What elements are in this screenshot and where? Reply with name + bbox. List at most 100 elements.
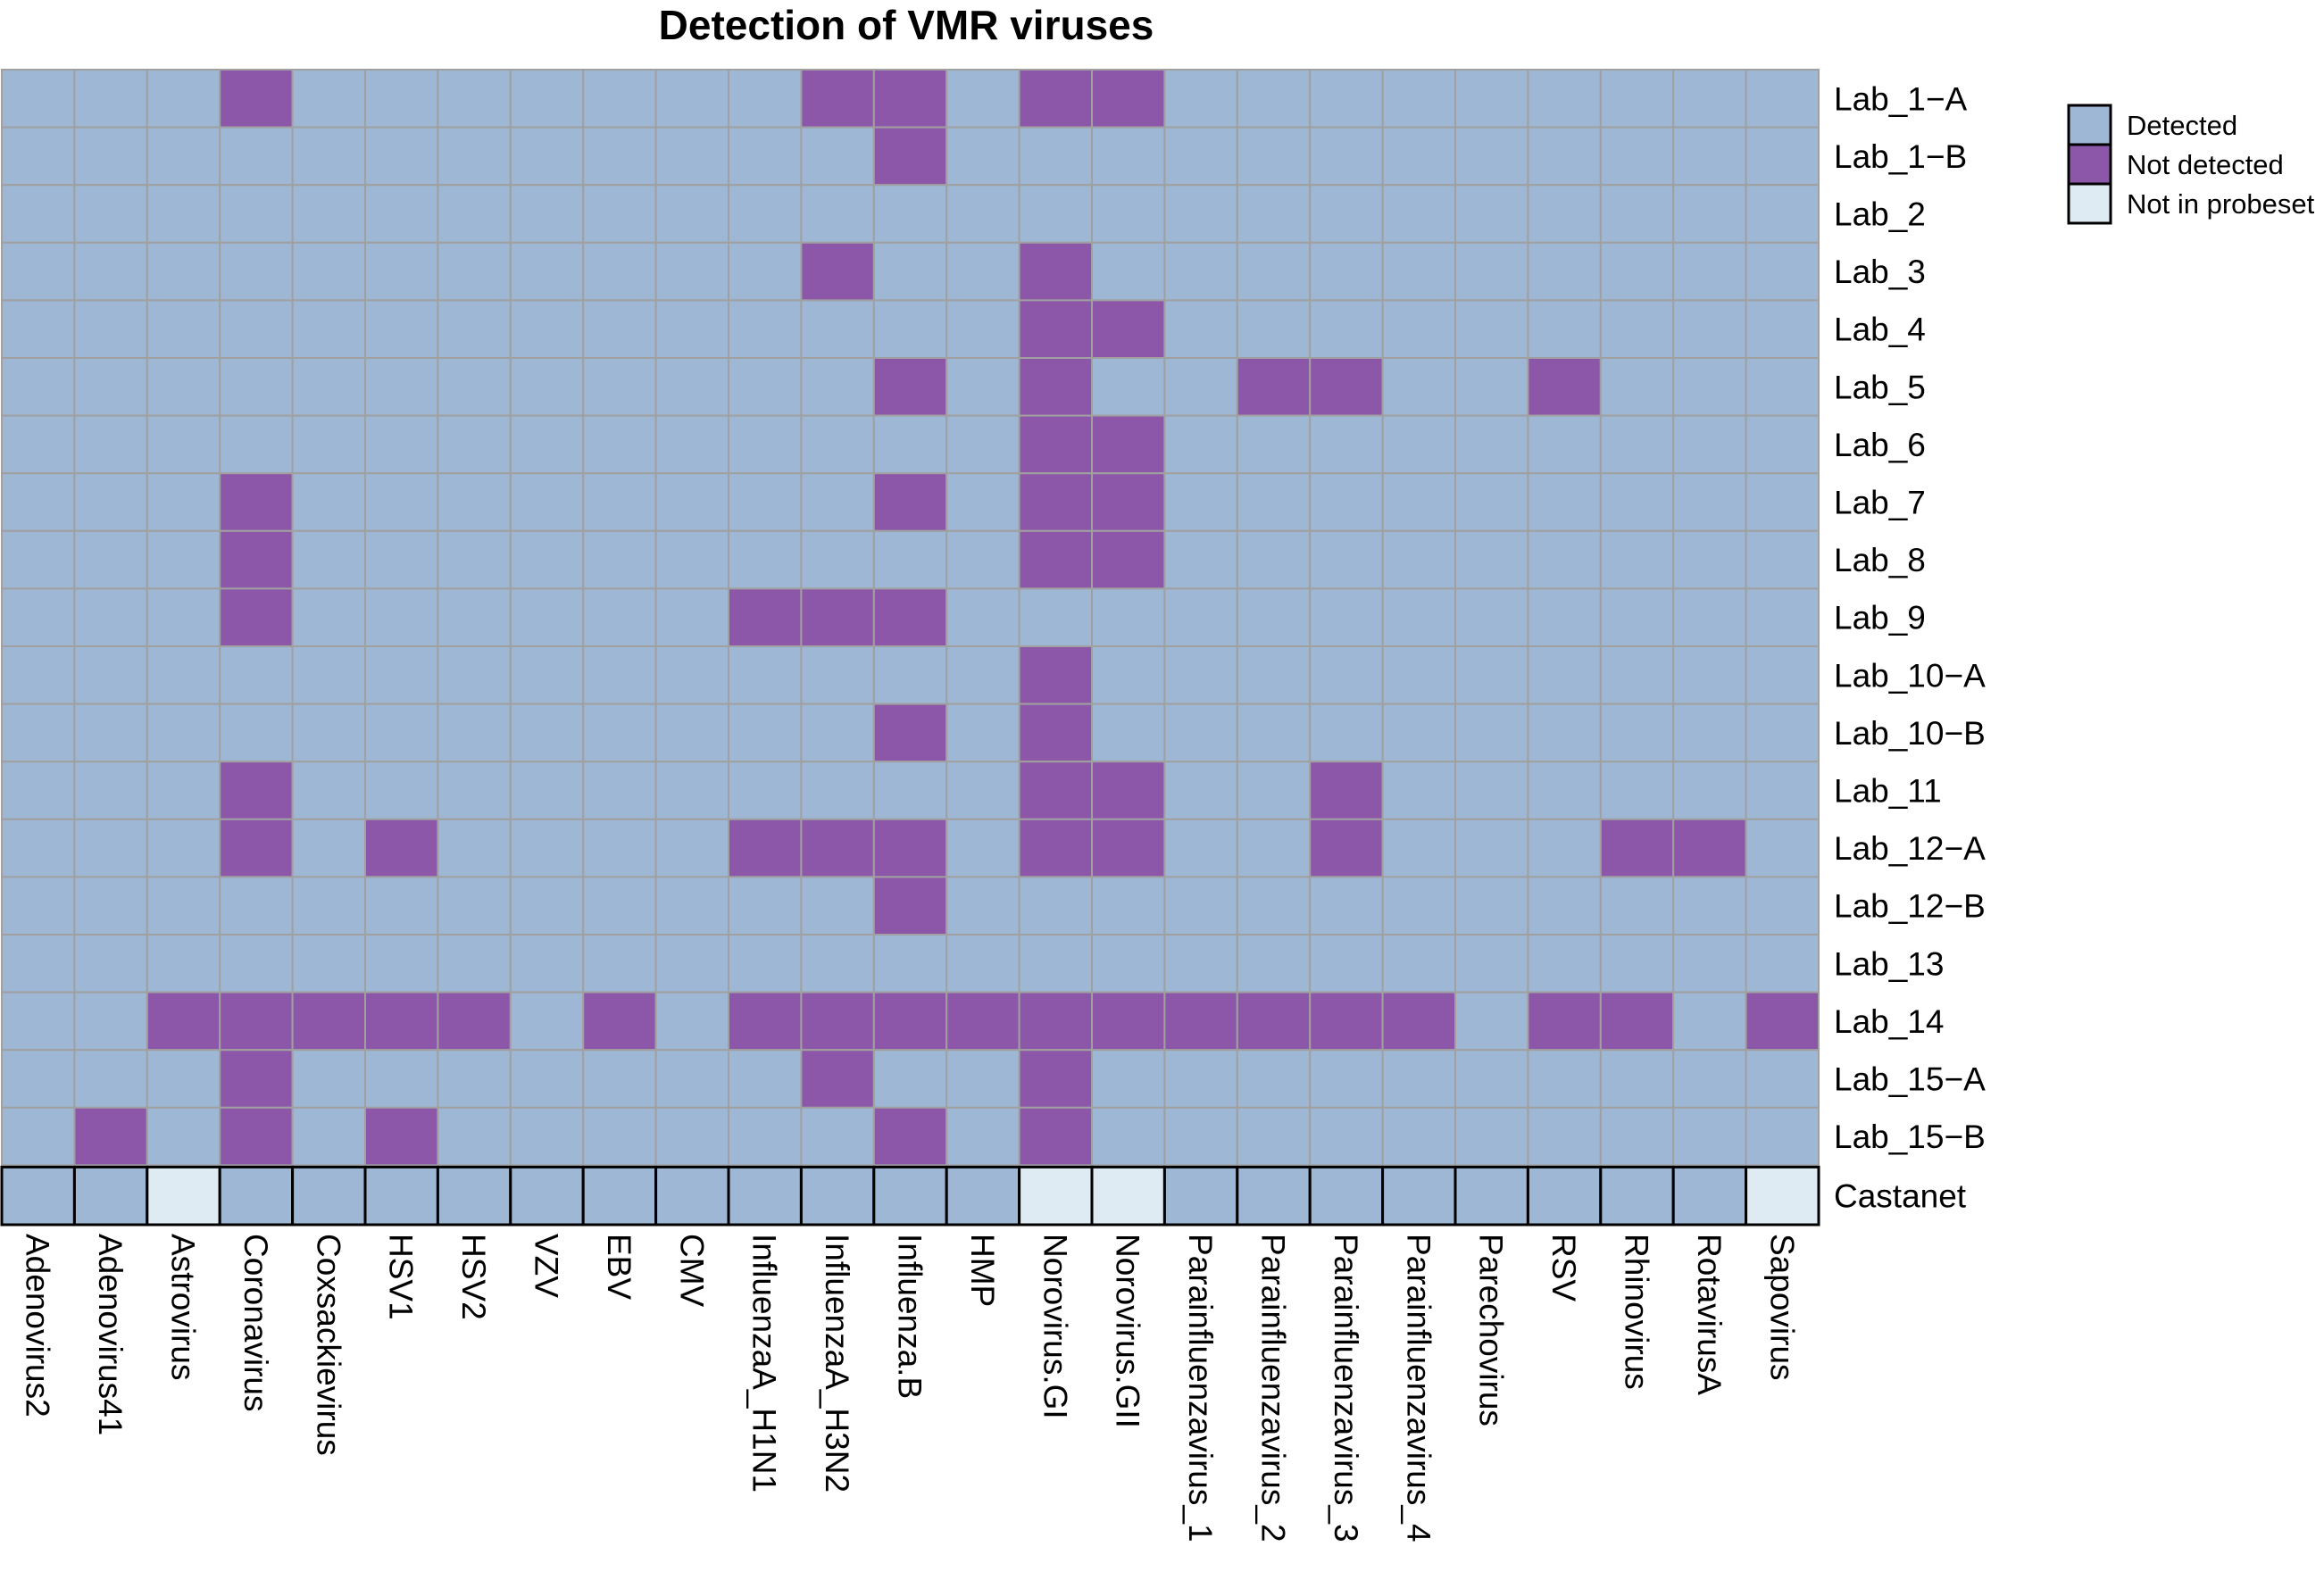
- cell-lab-14-sapovirus: [1745, 991, 1820, 1052]
- cell-lab-12-a-coronavirus: [219, 818, 294, 878]
- cell-lab-10-a-parechovirus: [1454, 645, 1529, 705]
- cell-lab-15-b-rotavirusa: [1672, 1106, 1747, 1167]
- cell-lab-15-b-rhinovirus: [1599, 1106, 1675, 1167]
- cell-lab-11-hmp: [945, 761, 1020, 820]
- cell-lab-13-astrovirus: [146, 934, 221, 994]
- cell-lab-2-astrovirus: [146, 184, 221, 244]
- cell-castanet-adenovirus2: [0, 1165, 76, 1227]
- cell-lab-1-a-sapovirus: [1745, 69, 1820, 129]
- cell-lab-1-b-adenovirus2: [1, 126, 76, 187]
- cell-lab-6-cmv: [654, 414, 729, 475]
- cell-lab-5-influenzaa-h1n1: [728, 357, 803, 417]
- cell-lab-6-vzv: [509, 414, 585, 475]
- cell-lab-10-b-influenza-b: [872, 703, 948, 763]
- cell-lab-9-parechovirus: [1454, 587, 1529, 648]
- cell-lab-3-vzv: [509, 241, 585, 302]
- cell-castanet-parainfluenzavirus-1: [1162, 1165, 1239, 1227]
- cell-lab-5-parainfluenzavirus-3: [1309, 357, 1384, 417]
- column-label-influenza-b: Influenza.B: [892, 1234, 929, 1399]
- cell-lab-6-parainfluenzavirus-4: [1381, 414, 1456, 475]
- cell-lab-5-parainfluenzavirus-1: [1163, 357, 1238, 417]
- column-label-parainfluenzavirus-1: Parainfluenzavirus_1: [1182, 1234, 1219, 1543]
- cell-lab-2-vzv: [509, 184, 585, 244]
- cell-lab-1-a-influenzaa-h1n1: [728, 69, 803, 129]
- cell-lab-12-b-rsv: [1527, 876, 1602, 936]
- cell-lab-1-b-parainfluenzavirus-4: [1381, 126, 1456, 187]
- cell-lab-8-vzv: [509, 529, 585, 590]
- column-label-rotavirusa: RotavirusA: [1691, 1234, 1728, 1395]
- cell-lab-4-sapovirus: [1745, 299, 1820, 359]
- cell-lab-2-parainfluenzavirus-1: [1163, 184, 1238, 244]
- cell-lab-4-rhinovirus: [1599, 299, 1675, 359]
- cell-lab-9-rotavirusa: [1672, 587, 1747, 648]
- row-label-lab-9: Lab_9: [1834, 600, 1926, 636]
- cell-lab-10-a-hsv2: [437, 645, 512, 705]
- column-label-sapovirus: Sapovirus: [1763, 1234, 1800, 1381]
- column-label-influenzaa-h1n1: InfluenzaA_H1N1: [746, 1234, 783, 1493]
- cell-lab-3-sapovirus: [1745, 241, 1820, 302]
- cell-lab-2-rhinovirus: [1599, 184, 1675, 244]
- cell-lab-14-coronavirus: [219, 991, 294, 1052]
- cell-lab-1-b-parainfluenzavirus-2: [1236, 126, 1312, 187]
- cell-lab-1-a-rotavirusa: [1672, 69, 1747, 129]
- cell-lab-6-ebv: [582, 414, 657, 475]
- cell-lab-12-a-influenza-b: [872, 818, 948, 878]
- cell-lab-7-hmp: [945, 472, 1020, 532]
- cell-lab-12-b-rotavirusa: [1672, 876, 1747, 936]
- cell-lab-15-a-parainfluenzavirus-1: [1163, 1049, 1238, 1109]
- cell-lab-9-norovirus-gii: [1091, 587, 1166, 648]
- cell-lab-10-b-hsv2: [437, 703, 512, 763]
- cell-lab-8-cmv: [654, 529, 729, 590]
- cell-lab-13-rhinovirus: [1599, 934, 1675, 994]
- cell-lab-1-b-influenzaa-h3n2: [800, 126, 875, 187]
- cell-lab-15-b-astrovirus: [146, 1106, 221, 1167]
- cell-lab-14-rotavirusa: [1672, 991, 1747, 1052]
- cell-lab-1-b-norovirus-gii: [1091, 126, 1166, 187]
- cell-castanet-parainfluenzavirus-2: [1236, 1165, 1312, 1227]
- cell-lab-9-adenovirus41: [73, 587, 148, 648]
- cell-lab-15-b-norovirus-gii: [1091, 1106, 1166, 1167]
- row-label-lab-6: Lab_6: [1834, 427, 1926, 463]
- cell-lab-10-b-rotavirusa: [1672, 703, 1747, 763]
- cell-lab-2-parainfluenzavirus-2: [1236, 184, 1312, 244]
- cell-lab-12-a-ebv: [582, 818, 657, 878]
- cell-lab-11-influenzaa-h3n2: [800, 761, 875, 820]
- cell-lab-9-cmv: [654, 587, 729, 648]
- cell-lab-14-vzv: [509, 991, 585, 1052]
- cell-lab-3-parainfluenzavirus-2: [1236, 241, 1312, 302]
- column-label-adenovirus41: Adenovirus41: [92, 1234, 129, 1435]
- row-label-lab-10-b: Lab_10−B: [1834, 715, 1986, 752]
- cell-lab-7-hsv2: [437, 472, 512, 532]
- cell-lab-3-parainfluenzavirus-4: [1381, 241, 1456, 302]
- cell-lab-10-b-influenzaa-h3n2: [800, 703, 875, 763]
- cell-lab-3-norovirus-gi: [1018, 241, 1093, 302]
- cell-lab-15-a-astrovirus: [146, 1049, 221, 1109]
- cell-lab-14-influenzaa-h3n2: [800, 991, 875, 1052]
- cell-lab-15-b-cmv: [654, 1106, 729, 1167]
- cell-lab-11-coxsackievirus: [291, 761, 367, 820]
- heatmap-cells: [1, 69, 1820, 1167]
- cell-lab-15-a-parainfluenzavirus-2: [1236, 1049, 1312, 1109]
- cell-lab-6-rotavirusa: [1672, 414, 1747, 475]
- cell-lab-10-b-rsv: [1527, 703, 1602, 763]
- cell-lab-1-a-hmp: [945, 69, 1020, 129]
- cell-lab-8-adenovirus41: [73, 529, 148, 590]
- cell-lab-1-a-cmv: [654, 69, 729, 129]
- cell-lab-4-parainfluenzavirus-2: [1236, 299, 1312, 359]
- cell-castanet-hsv1: [363, 1165, 439, 1227]
- cell-lab-1-a-parainfluenzavirus-4: [1381, 69, 1456, 129]
- cell-lab-5-ebv: [582, 357, 657, 417]
- cell-lab-10-b-adenovirus2: [1, 703, 76, 763]
- cell-lab-12-b-adenovirus2: [1, 876, 76, 936]
- cell-lab-8-coxsackievirus: [291, 529, 367, 590]
- cell-lab-10-a-parainfluenzavirus-3: [1309, 645, 1384, 705]
- cell-lab-10-b-ebv: [582, 703, 657, 763]
- cell-lab-6-hmp: [945, 414, 1020, 475]
- cell-lab-10-a-adenovirus2: [1, 645, 76, 705]
- cell-lab-15-b-adenovirus2: [1, 1106, 76, 1167]
- cell-lab-12-a-norovirus-gi: [1018, 818, 1093, 878]
- cell-lab-13-influenzaa-h1n1: [728, 934, 803, 994]
- cell-lab-6-adenovirus2: [1, 414, 76, 475]
- cell-lab-9-parainfluenzavirus-4: [1381, 587, 1456, 648]
- cell-lab-3-influenza-b: [872, 241, 948, 302]
